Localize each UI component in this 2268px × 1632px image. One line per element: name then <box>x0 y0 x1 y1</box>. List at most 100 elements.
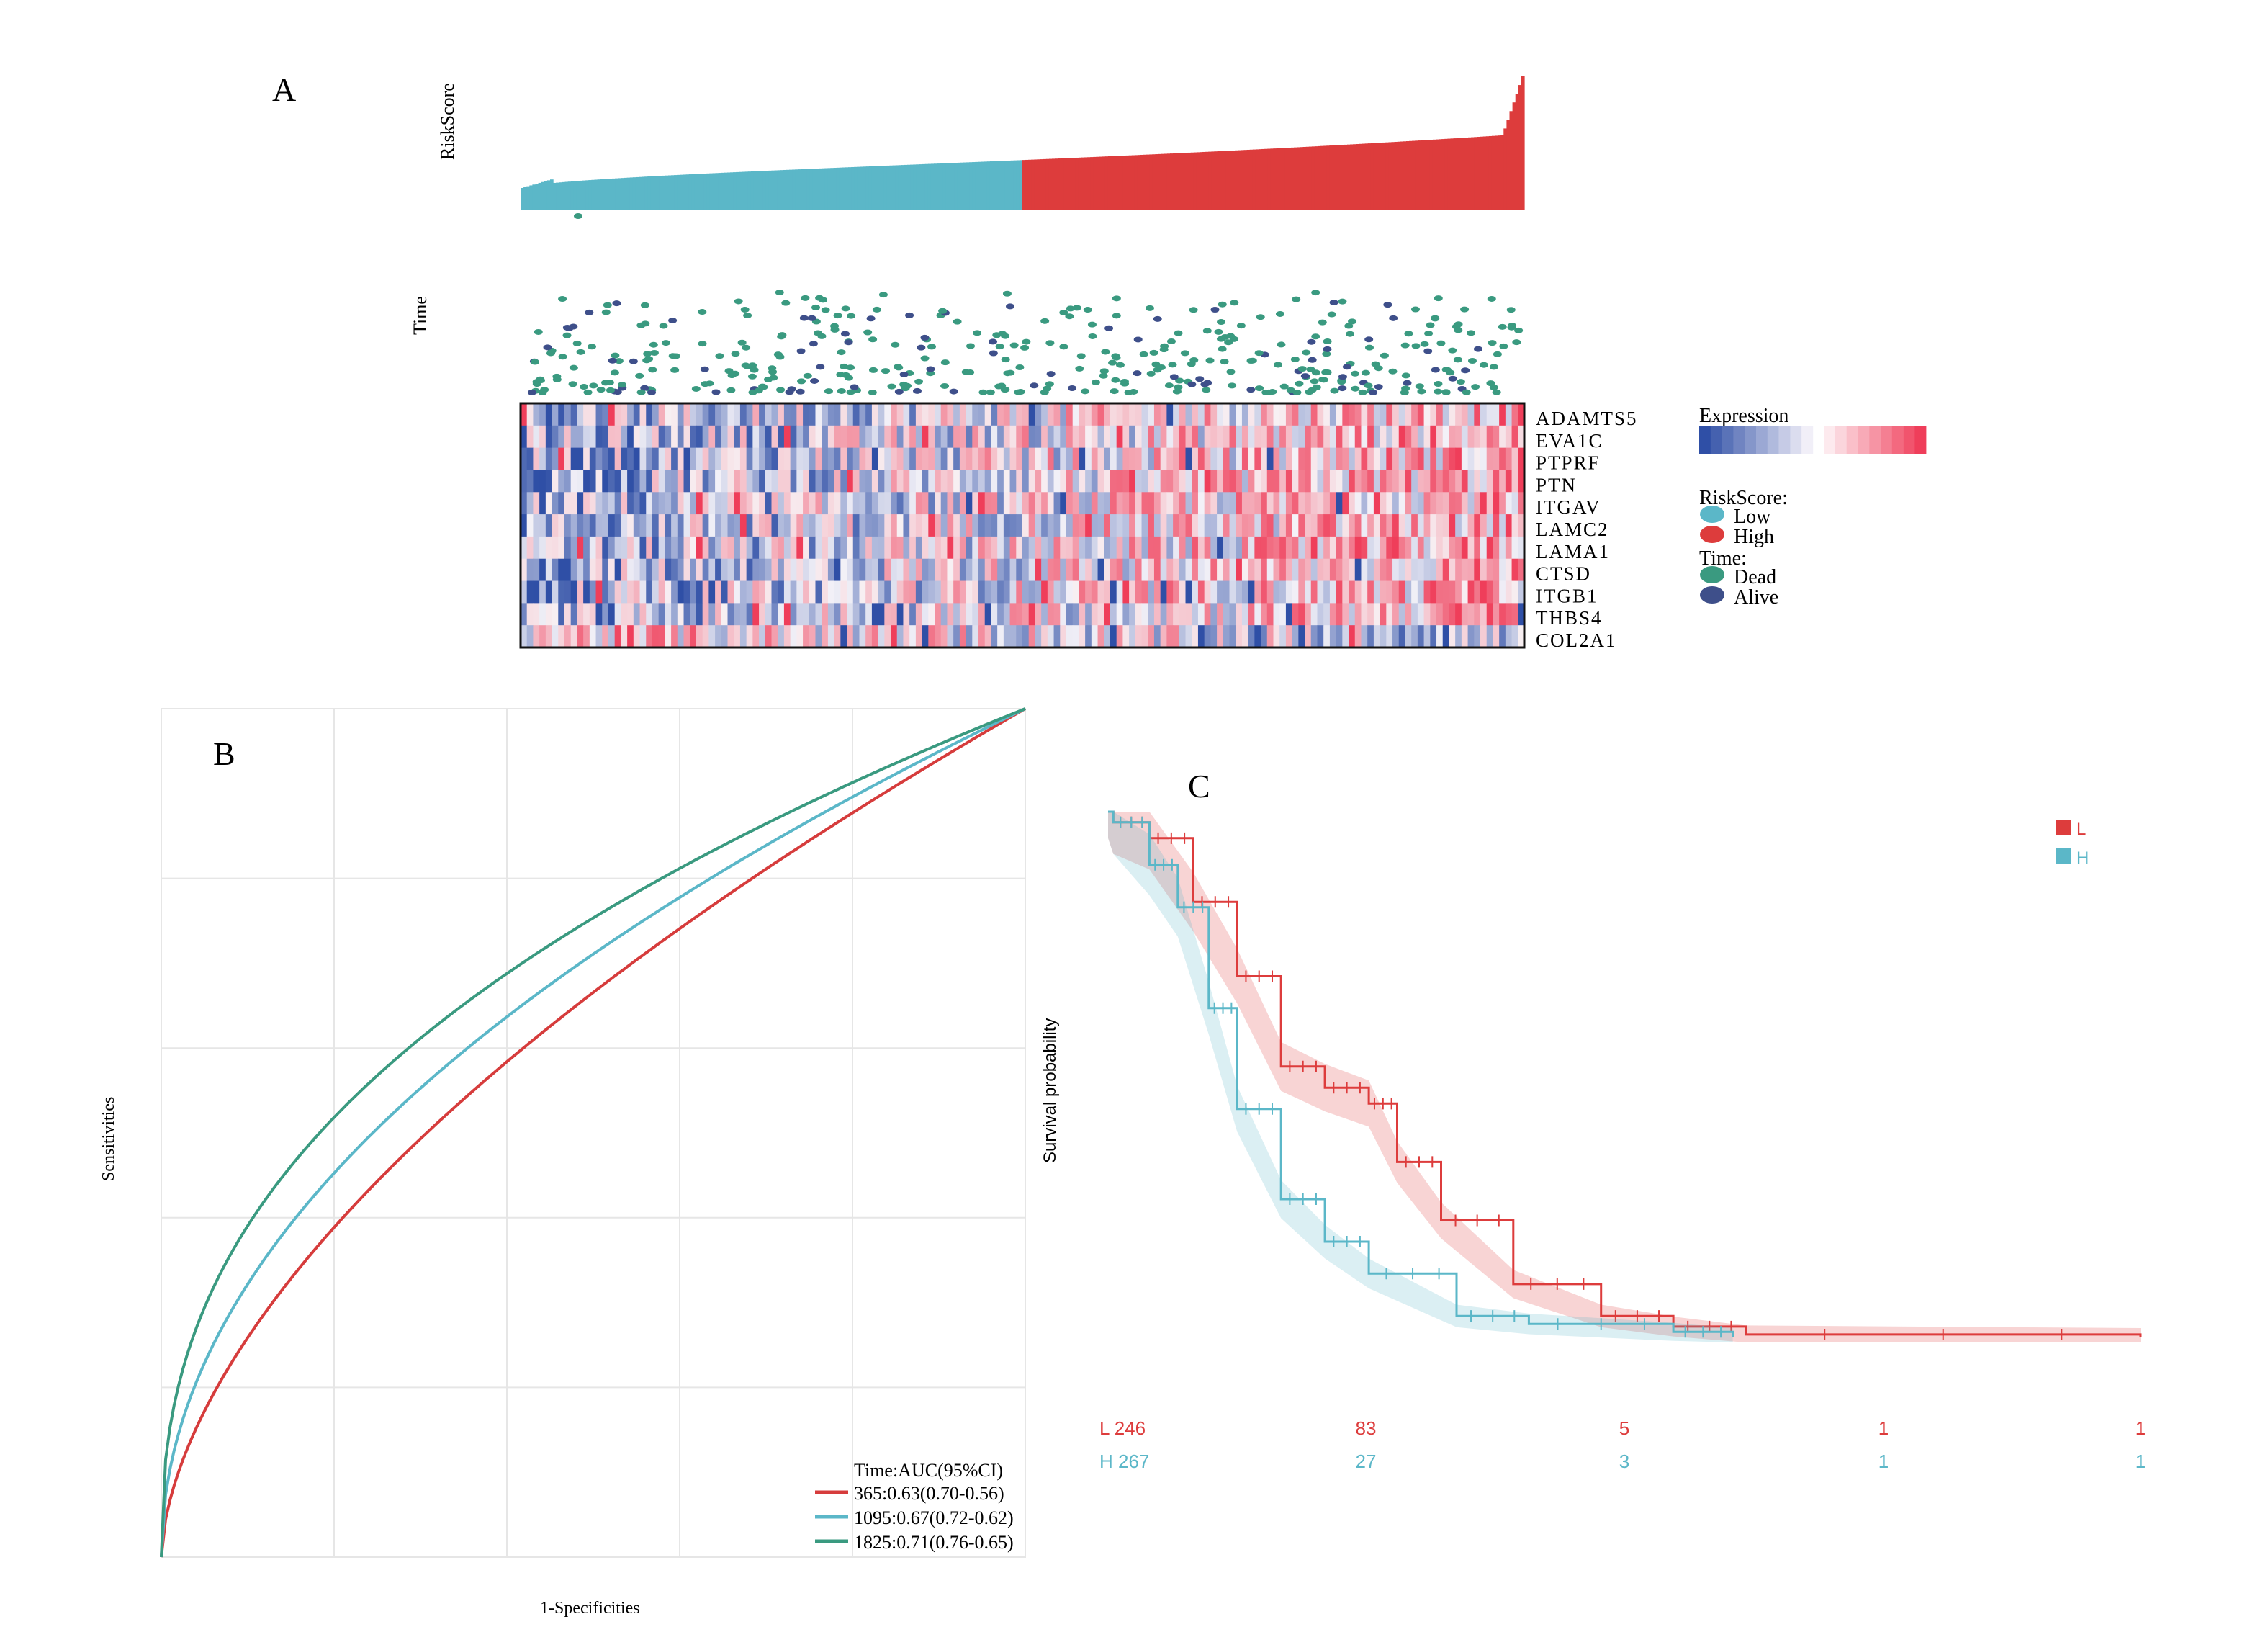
risk-bar-high <box>1170 153 1174 210</box>
heatmap-cell <box>1148 625 1155 648</box>
km-y-label: Survival probability <box>1040 1018 1060 1163</box>
heatmap-cell <box>1430 536 1437 560</box>
heatmap-cell <box>1298 470 1305 493</box>
heatmap-cell <box>1273 558 1280 582</box>
km-censor-mark-L <box>1578 1278 1589 1290</box>
heatmap-cell <box>746 425 753 449</box>
heatmap-cell <box>1486 447 1493 470</box>
risk-bar-high <box>1093 156 1097 210</box>
colorbar-swatch-red <box>1869 426 1881 454</box>
heatmap-cell <box>1003 403 1011 426</box>
heatmap-cell <box>1411 425 1418 449</box>
heatmap-cell <box>1122 425 1130 449</box>
heatmap-cell <box>577 625 584 648</box>
heatmap-cell <box>1022 558 1030 582</box>
heatmap-cell <box>1053 514 1061 537</box>
heatmap-cell <box>771 514 778 537</box>
heatmap-cell <box>1449 403 1456 426</box>
heatmap-cell <box>953 403 960 426</box>
heatmap-cell <box>658 558 665 582</box>
risk-bar-high <box>1471 137 1475 210</box>
point-dead <box>531 359 540 365</box>
risk-bar-low <box>698 174 701 210</box>
heatmap-cell <box>696 470 703 493</box>
point-dead <box>562 332 572 338</box>
heatmap-cell <box>696 580 703 604</box>
heatmap-cell <box>665 603 672 626</box>
heatmap-cell <box>1505 492 1513 515</box>
heatmap-cell <box>1236 425 1243 449</box>
heatmap-cell <box>1166 514 1174 537</box>
heatmap-cell <box>1066 625 1074 648</box>
point-dead <box>1310 378 1319 385</box>
risk-bar-low <box>957 162 961 210</box>
heatmap-cell <box>539 425 546 449</box>
risk-bar-low <box>712 173 716 210</box>
risk-bar-low <box>694 174 698 210</box>
heatmap-cell <box>771 625 778 648</box>
heatmap-cell <box>891 492 898 515</box>
heatmap-cell <box>708 447 716 470</box>
heatmap-cell <box>966 514 973 537</box>
heatmap-cell <box>1411 447 1418 470</box>
heatmap-cell <box>1298 625 1305 648</box>
risk-bar-high <box>1288 148 1292 210</box>
risk-bar-high <box>1214 151 1218 210</box>
point-alive <box>711 389 721 395</box>
heatmap-cell <box>1248 558 1255 582</box>
heatmap-cell <box>972 470 979 493</box>
point-alive <box>796 388 805 395</box>
risk-bar-low <box>753 171 757 210</box>
heatmap-cell <box>1461 447 1469 470</box>
heatmap-cell <box>1305 514 1312 537</box>
point-dead <box>868 336 878 343</box>
risk-bar-low <box>556 182 559 210</box>
heatmap-cell <box>1423 470 1431 493</box>
heatmap-cell <box>765 492 772 515</box>
heatmap-cell <box>602 625 609 648</box>
point-dead <box>576 349 585 355</box>
heatmap-cell <box>891 514 898 537</box>
heatmap-cell <box>1085 580 1092 604</box>
heatmap-cell <box>577 580 584 604</box>
heatmap-cell <box>1392 425 1400 449</box>
heatmap-cell <box>539 492 546 515</box>
risk-bar-low <box>629 177 634 210</box>
heatmap-cell <box>978 514 986 537</box>
point-dead <box>1214 328 1223 335</box>
heatmap-cell <box>959 447 967 470</box>
risk-bar-low <box>718 173 722 210</box>
risk-bar-high <box>1048 158 1053 210</box>
heatmap-cell <box>997 470 1004 493</box>
heatmap-cell <box>1310 425 1318 449</box>
point-dead <box>1388 368 1398 375</box>
heatmap-cell <box>1261 514 1268 537</box>
heatmap-cell <box>778 403 785 426</box>
heatmap-cell <box>1273 625 1280 648</box>
heatmap-cell <box>677 425 685 449</box>
gene-label: LAMC2 <box>1536 519 1609 540</box>
risk-bar-low <box>757 171 760 210</box>
point-dead <box>940 382 950 389</box>
heatmap-cell <box>1405 403 1412 426</box>
heatmap-cell <box>721 558 729 582</box>
heatmap-cell <box>822 470 829 493</box>
heatmap-cell <box>809 536 816 560</box>
heatmap-cell <box>1373 536 1381 560</box>
heatmap-cell <box>608 580 616 604</box>
km-censor-mark-H <box>1209 1002 1220 1014</box>
heatmap-cell <box>1486 580 1493 604</box>
point-dead <box>618 382 627 388</box>
heatmap-cell <box>1129 425 1136 449</box>
heatmap-cell <box>1305 580 1312 604</box>
heatmap-cell <box>871 447 879 470</box>
heatmap-cell <box>1349 514 1356 537</box>
risk-bar-low <box>541 181 545 210</box>
heatmap-cell <box>1417 403 1425 426</box>
heatmap-cell <box>865 447 873 470</box>
risk-bar-low <box>780 170 784 210</box>
heatmap-cell <box>564 536 572 560</box>
heatmap-cell <box>822 558 829 582</box>
heatmap-cell <box>847 447 854 470</box>
heatmap-cell <box>1499 558 1506 582</box>
